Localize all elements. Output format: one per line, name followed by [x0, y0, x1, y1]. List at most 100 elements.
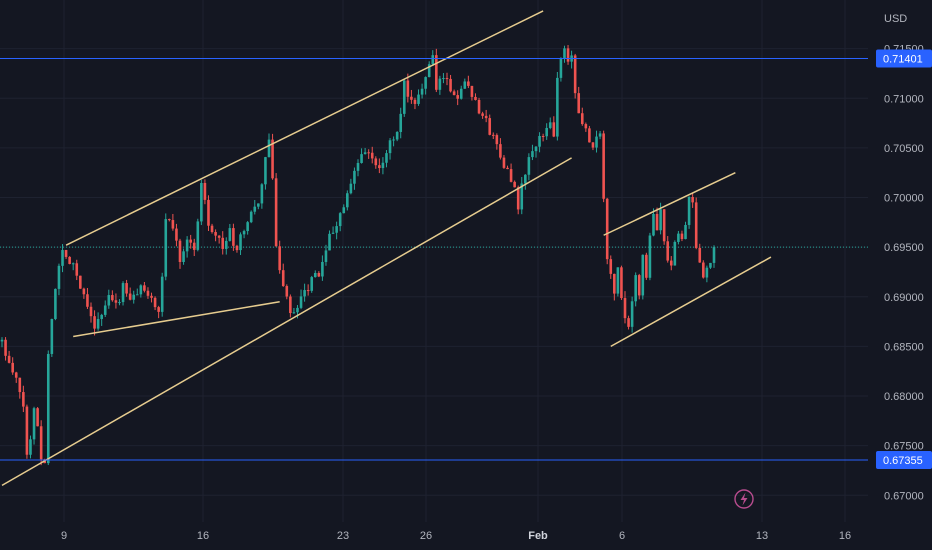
- candle-body: [214, 232, 217, 236]
- candle-body: [242, 231, 246, 235]
- candle-body: [520, 183, 524, 210]
- candle-body: [328, 233, 331, 251]
- price-axis-panel[interactable]: [868, 0, 932, 522]
- candle-body: [573, 55, 577, 94]
- candle-body: [388, 140, 392, 154]
- time-axis-panel[interactable]: [0, 522, 932, 550]
- candle-body: [548, 122, 552, 128]
- candle-body: [150, 295, 153, 298]
- candle-body: [531, 151, 534, 158]
- candle-body: [111, 295, 114, 301]
- candle-body: [54, 288, 57, 320]
- candle-body: [82, 288, 86, 295]
- candle-body: [96, 319, 100, 329]
- candle-body: [36, 408, 39, 427]
- trendline-ascending-channel-upper[interactable]: [65, 10, 544, 246]
- candle-body: [257, 203, 260, 207]
- candle-body: [652, 213, 655, 236]
- trendlines[interactable]: [1, 10, 772, 486]
- date-tick-label: 16: [197, 530, 209, 542]
- candle-body: [659, 209, 662, 231]
- candle-body: [224, 240, 228, 249]
- candle-body: [499, 144, 502, 158]
- candle-body: [299, 296, 303, 308]
- candle-body: [559, 58, 563, 78]
- flash-button[interactable]: [734, 489, 754, 509]
- candle-body: [11, 362, 14, 373]
- horizontal-levels[interactable]: [0, 58, 868, 461]
- candle-body: [431, 55, 435, 65]
- date-tick-label: 6: [619, 530, 625, 542]
- candle-body: [313, 273, 317, 278]
- candle-body: [68, 256, 71, 264]
- candle-body: [114, 300, 118, 303]
- candlestick-series: [0, 45, 716, 466]
- candle-body: [588, 128, 591, 143]
- candle-body: [630, 301, 634, 327]
- candle-body: [146, 290, 150, 296]
- candle-body: [139, 285, 143, 295]
- candle-body: [175, 228, 178, 241]
- trendline-ascending-channel-lower[interactable]: [1, 157, 572, 486]
- currency-label: USD: [884, 13, 907, 25]
- trendline-flag-lower[interactable]: [610, 256, 772, 348]
- trendline-flag-upper[interactable]: [603, 172, 736, 236]
- price-tick-label: 0.69000: [884, 292, 924, 304]
- candle-body: [196, 221, 200, 250]
- candle-body: [168, 219, 171, 221]
- candle-body: [342, 207, 346, 214]
- candle-body: [427, 64, 431, 78]
- candle-body: [538, 136, 541, 147]
- candle-body: [203, 182, 207, 200]
- candle-body: [680, 233, 684, 240]
- candle-body: [360, 154, 363, 163]
- candle-body: [459, 88, 463, 99]
- candle-body: [534, 146, 538, 152]
- candle-body: [616, 267, 620, 294]
- candle-body: [669, 260, 673, 266]
- candle-body: [160, 276, 164, 312]
- candle-body: [185, 239, 189, 252]
- candle-body: [620, 267, 623, 299]
- candle-body: [135, 294, 139, 296]
- candle-body: [46, 353, 50, 464]
- candle-body: [57, 265, 61, 289]
- date-tick-label: 23: [337, 530, 349, 542]
- candle-body: [107, 295, 111, 306]
- candle-body: [527, 157, 531, 175]
- candle-body: [684, 224, 687, 240]
- price-tick-label: 0.69500: [884, 242, 924, 254]
- candle-body: [39, 426, 43, 460]
- date-tick-label: 9: [61, 530, 67, 542]
- candle-body: [645, 254, 648, 278]
- candle-body: [207, 199, 210, 226]
- candle-body: [673, 241, 677, 266]
- candle-body: [228, 228, 232, 241]
- candle-body: [29, 439, 32, 455]
- candle-body: [438, 78, 442, 90]
- candle-body: [481, 113, 484, 116]
- candle-body: [289, 296, 292, 314]
- candle-body: [491, 134, 495, 136]
- candle-body: [128, 293, 132, 300]
- trendline-inner-support[interactable]: [73, 301, 280, 338]
- candle-body: [449, 78, 452, 92]
- candle-body: [303, 290, 306, 297]
- candle-body: [189, 239, 192, 243]
- candle-body: [132, 294, 136, 300]
- candle-body: [513, 181, 516, 188]
- lightning-icon: [740, 492, 748, 506]
- candle-body: [702, 262, 705, 278]
- candle-body: [239, 234, 242, 251]
- candle-body: [356, 162, 360, 171]
- candle-body: [306, 290, 310, 292]
- candle-body: [335, 226, 338, 233]
- candle-body: [509, 169, 513, 182]
- candle-body: [317, 273, 321, 277]
- candle-body: [385, 153, 388, 163]
- candle-body: [488, 118, 492, 135]
- candle-body: [192, 242, 196, 250]
- candle-body: [655, 213, 659, 231]
